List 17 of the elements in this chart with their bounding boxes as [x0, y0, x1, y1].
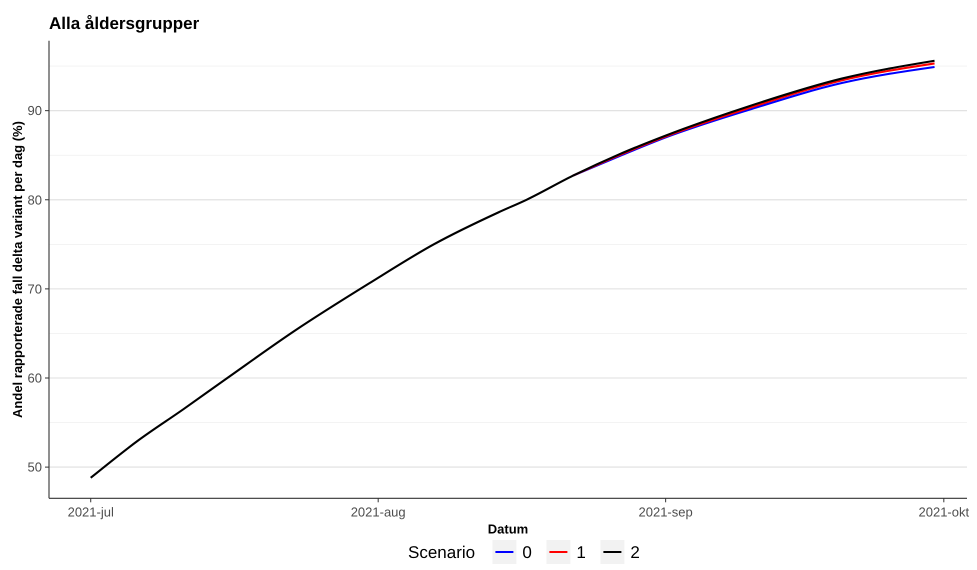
x-tick-label: 2021-jul	[68, 504, 114, 520]
y-tick-label: 50	[28, 460, 42, 475]
legend-title: Scenario	[408, 542, 476, 562]
line-series	[90, 60, 936, 479]
chart-title: Alla åldersgrupper	[49, 14, 200, 33]
y-tick-label: 60	[28, 370, 42, 386]
legend-label: 0	[522, 542, 532, 562]
x-axis-title: Datum	[488, 521, 528, 536]
x-tick-label: 2021-sep	[638, 504, 693, 520]
y-tick-label: 90	[28, 103, 42, 118]
x-tick-label: 2021-okt	[918, 504, 970, 520]
legend-label: 2	[630, 542, 640, 562]
y-tick-label: 70	[28, 281, 42, 296]
x-tick-label: 2021-aug	[350, 504, 406, 520]
y-axis-title: Andel rapporterade fall delta variant per dag (%)	[10, 121, 25, 418]
y-tick-label: 80	[28, 192, 42, 208]
legend-label: 1	[576, 542, 586, 562]
